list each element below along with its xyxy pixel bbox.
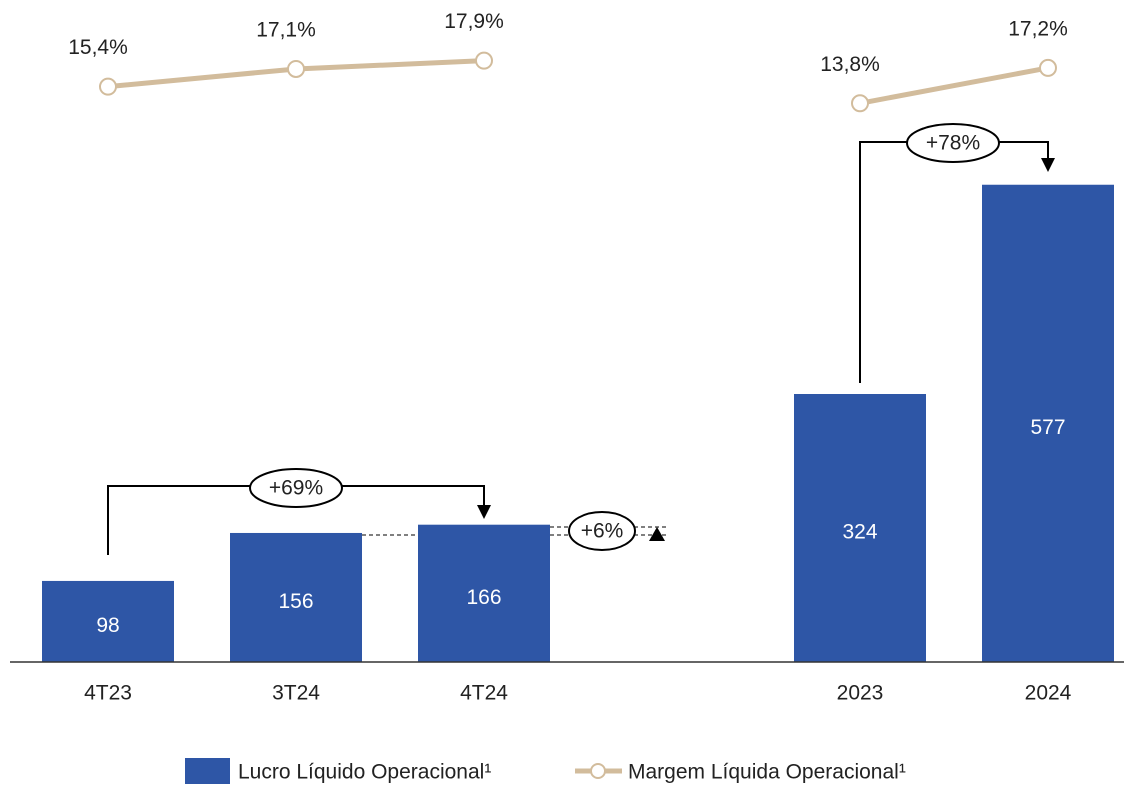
line-marker	[851, 94, 869, 113]
line-marker	[475, 51, 493, 70]
annotations	[107, 123, 1055, 555]
line-marker	[287, 59, 305, 78]
bar	[230, 532, 362, 662]
x-tick-label: 3T24	[272, 682, 320, 705]
data-label: 324	[842, 521, 877, 544]
arrow-head	[649, 527, 665, 541]
bar	[418, 524, 550, 662]
data-label: 17,2%	[1008, 17, 1068, 40]
bar	[794, 394, 926, 662]
data-label: 15,4%	[68, 36, 128, 59]
data-label: 166	[466, 586, 501, 609]
arrow-head	[1041, 158, 1055, 172]
line-marker	[1039, 58, 1057, 77]
data-label: 156	[278, 590, 313, 613]
legend-label: Lucro Líquido Operacional¹	[238, 761, 491, 784]
line-marker	[99, 77, 117, 96]
data-label: 17,1%	[256, 19, 316, 42]
annotation-bubble	[249, 468, 343, 508]
annotation: +6%	[581, 520, 624, 543]
bar	[982, 184, 1114, 662]
legend-label: Margem Líquida Operacional¹	[628, 761, 906, 784]
legend-swatch	[185, 758, 230, 784]
annotation-bubble	[906, 123, 1000, 163]
x-tick-label: 4T24	[460, 682, 508, 705]
line	[859, 65, 1049, 106]
x-tick-label: 2023	[837, 682, 884, 705]
annotation: +69%	[269, 477, 323, 500]
data-label: 577	[1030, 416, 1065, 439]
annotation: +78%	[926, 132, 980, 155]
annotation-bubble	[568, 511, 636, 551]
legend-swatch	[590, 763, 606, 779]
x-tick-label: 4T23	[84, 682, 132, 705]
bar	[42, 580, 174, 662]
data-label: 17,9%	[444, 10, 504, 33]
arrow-head	[477, 505, 491, 519]
data-label: 13,8%	[820, 53, 880, 76]
x-tick-label: 2024	[1025, 682, 1072, 705]
data-label: 98	[96, 614, 119, 637]
